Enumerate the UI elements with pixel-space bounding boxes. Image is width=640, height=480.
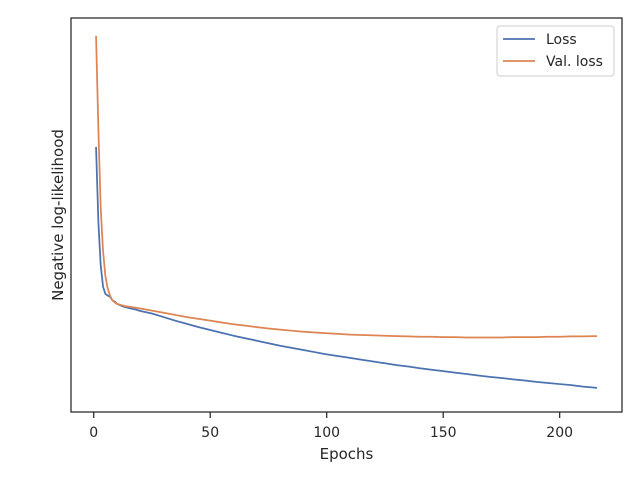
x-axis-ticks: 0 50 100 150 200	[89, 412, 573, 441]
legend-label-0: Loss	[546, 32, 577, 48]
x-tick-label: 100	[313, 425, 340, 441]
legend-entries: Loss Val. loss	[503, 32, 603, 70]
legend: Loss Val. loss	[496, 25, 615, 77]
series-line-1	[95, 35, 597, 339]
x-tick-label: 150	[430, 425, 457, 441]
x-axis-label: Epochs	[320, 445, 374, 463]
x-tick-label: 200	[546, 425, 573, 441]
plot-area-frame	[70, 17, 623, 413]
series-line-0	[95, 146, 598, 389]
series-layer	[95, 35, 598, 389]
x-tick-label: 50	[201, 425, 219, 441]
legend-label-1: Val. loss	[546, 54, 603, 70]
y-axis-label: Negative log-likelihood	[49, 129, 67, 301]
x-tick-label: 0	[89, 425, 98, 441]
